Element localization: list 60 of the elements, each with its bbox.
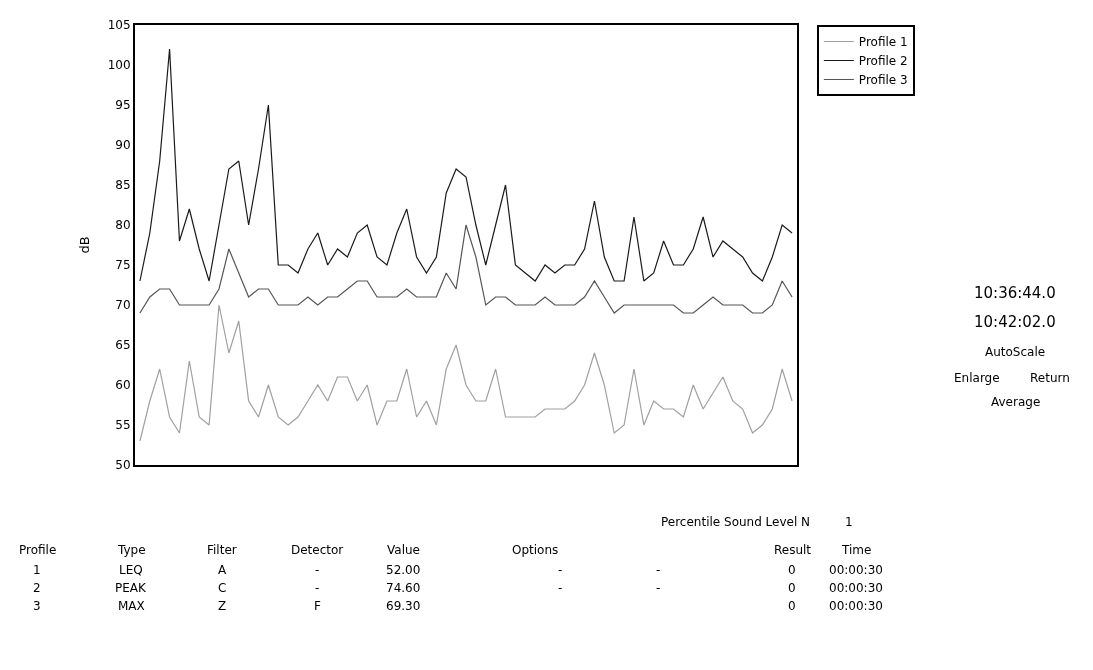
text: 74.60 [386,581,421,595]
text: Enlarge [954,371,1000,385]
text: Type [117,543,146,557]
text: - [558,563,563,577]
y-tick-label: 70 [115,298,131,313]
text: Percentile Sound Level N [661,515,811,529]
legend-label: Profile 2 [858,54,908,69]
line-series [139,224,793,314]
text: 1 [33,563,41,577]
text: Filter [207,543,237,557]
text: 0 [788,599,796,613]
text: 10:36:44.0 [974,284,1056,302]
text: F [314,599,321,613]
text: MAX [118,599,145,613]
y-tick-label: 80 [115,218,131,233]
text: 69.30 [386,599,421,613]
y-tick-label: 50 [115,458,131,473]
text: 00:00:30 [829,581,883,595]
y-axis-title: dB [77,236,93,254]
text: 3 [33,599,41,613]
text: A [218,563,227,577]
text: Time [841,543,872,557]
text: PEAK [115,581,148,595]
line-series [139,48,793,282]
y-tick-label: 95 [115,98,131,113]
y-tick-label: 105 [107,18,131,33]
text: C [218,581,227,595]
legend-label: Profile 1 [858,35,908,50]
text: - [315,563,320,577]
text: LEQ [119,563,143,577]
text: Profile [19,543,57,557]
text: 10:42:02.0 [974,313,1056,331]
text: 2 [33,581,41,595]
text: 52.00 [386,563,421,577]
text: Value [387,543,420,557]
text: 0 [788,563,796,577]
y-tick-label: 90 [115,138,131,153]
line-series [139,304,793,442]
text: Z [218,599,227,613]
y-tick-label: 100 [107,58,131,73]
text: - [315,581,320,595]
text: 00:00:30 [829,563,883,577]
text: Average [991,395,1041,409]
y-tick-label: 55 [115,418,131,433]
text: Detector [291,543,344,557]
y-tick-label: 65 [115,338,131,353]
legend-label: Profile 3 [858,73,908,88]
y-tick-label: 85 [115,178,131,193]
y-tick-label: 60 [115,378,131,393]
text: - [656,581,661,595]
y-tick-label: 75 [115,258,131,273]
text: Return [1030,371,1070,385]
text: 1 [845,515,853,529]
text: Options [512,543,559,557]
text: AutoScale [985,345,1046,359]
text: 00:00:30 [829,599,883,613]
text: Result [774,543,812,557]
text: 0 [788,581,796,595]
text: - [656,563,661,577]
text: - [558,581,563,595]
